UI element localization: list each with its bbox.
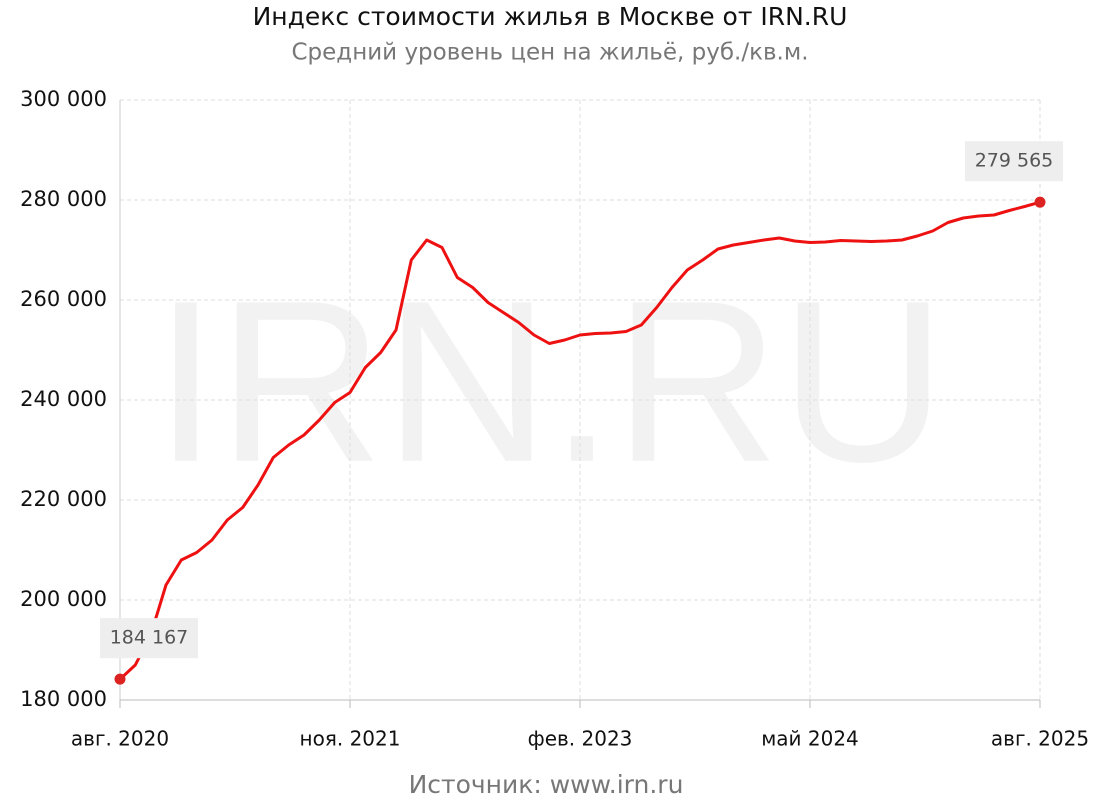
source: Источник: www.irn.ru xyxy=(409,770,684,799)
y-tick-label: 300 000 xyxy=(20,87,107,111)
value-label: 279 565 xyxy=(975,150,1054,172)
data-line xyxy=(118,200,1041,681)
y-tick-label: 180 000 xyxy=(20,687,107,711)
watermark: IRN.RU xyxy=(154,253,946,510)
x-tick-label: авг. 2020 xyxy=(71,727,169,751)
y-tick-label: 260 000 xyxy=(20,287,107,311)
x-tick-label: май 2024 xyxy=(761,727,859,751)
chart-title: Индекс стоимости жилья в Москве от IRN.R… xyxy=(253,2,848,31)
y-tick-label: 240 000 xyxy=(20,387,107,411)
x-tick-label: авг. 2025 xyxy=(991,727,1089,751)
label-box xyxy=(100,618,198,659)
y-tick-label: 200 000 xyxy=(20,587,107,611)
y-tick-label: 220 000 xyxy=(20,487,107,511)
value-label: 184 167 xyxy=(110,627,189,649)
chart-subtitle: Средний уровень цен на жильё, руб./кв.м. xyxy=(291,40,808,66)
end-point xyxy=(1034,196,1046,208)
label-box xyxy=(965,141,1063,182)
x-tick-label: ноя. 2021 xyxy=(300,727,401,751)
y-tick-label: 280 000 xyxy=(20,187,107,211)
end-point xyxy=(114,673,126,685)
x-tick-label: фев. 2023 xyxy=(528,727,633,751)
